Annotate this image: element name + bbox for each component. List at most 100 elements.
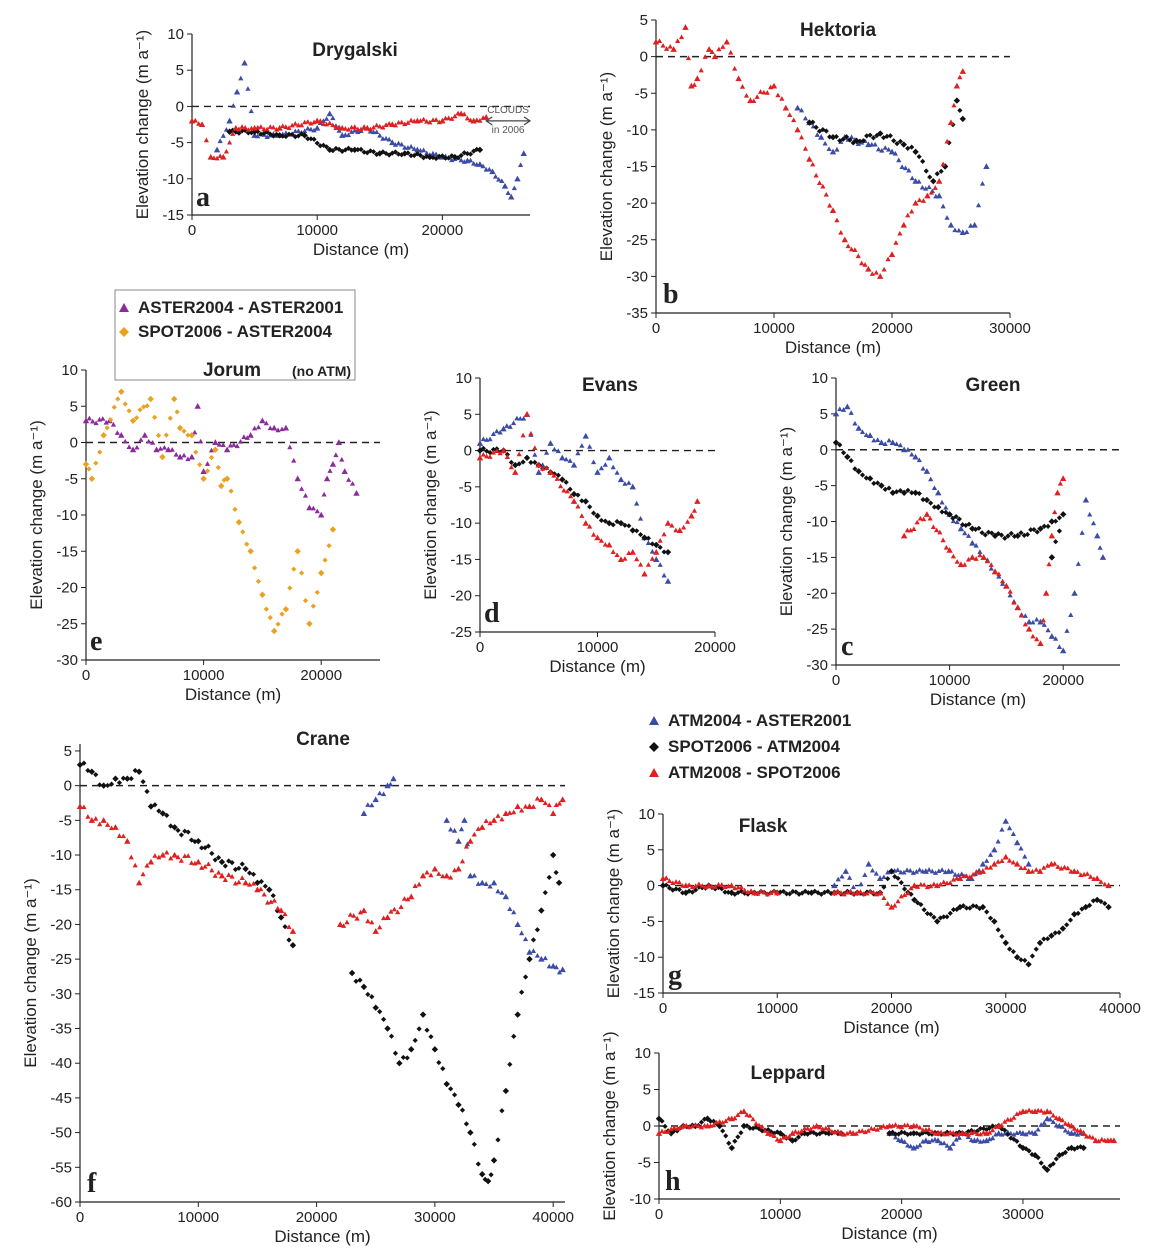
- data-point: [476, 440, 484, 446]
- data-point: [1097, 545, 1103, 550]
- data-point: [664, 46, 670, 51]
- data-point: [1035, 1155, 1041, 1161]
- y-tick-label: -25: [626, 232, 648, 249]
- data-point: [497, 450, 503, 456]
- data-point: [1008, 530, 1014, 536]
- data-point: [226, 117, 233, 124]
- data-point: [910, 1144, 917, 1151]
- data-point: [692, 1122, 698, 1127]
- data-point: [950, 553, 956, 559]
- data-point: [412, 883, 418, 888]
- data-point: [977, 549, 983, 554]
- data-point: [964, 229, 970, 235]
- data-point: [365, 918, 371, 924]
- data-point: [1010, 949, 1016, 955]
- data-point: [495, 813, 501, 818]
- data-point: [831, 889, 838, 896]
- data-point: [919, 184, 925, 190]
- x-tick-label: 0: [476, 639, 484, 656]
- data-point: [956, 227, 962, 233]
- data-point: [886, 1130, 893, 1137]
- data-point: [153, 446, 160, 453]
- data-point: [313, 124, 321, 131]
- data-point: [103, 419, 109, 425]
- data-point: [217, 153, 223, 159]
- data-point: [926, 1139, 932, 1144]
- data-point: [676, 886, 682, 893]
- data-point: [392, 122, 399, 128]
- data-point: [667, 1130, 675, 1137]
- data-point: [652, 38, 660, 45]
- data-point: [150, 440, 156, 445]
- data-point: [983, 1127, 990, 1133]
- data-point: [888, 868, 895, 875]
- data-point: [664, 519, 672, 526]
- data-point: [1056, 929, 1062, 936]
- data-point: [542, 890, 548, 896]
- data-point: [502, 810, 510, 816]
- data-point: [590, 459, 597, 465]
- data-point: [835, 1131, 841, 1137]
- data-point: [501, 182, 509, 189]
- y-tick-label: 0: [176, 98, 184, 115]
- data-point: [159, 453, 166, 461]
- data-point: [178, 832, 184, 838]
- data-point: [944, 1143, 950, 1148]
- data-point: [489, 168, 496, 175]
- data-point: [885, 256, 891, 262]
- data-point: [894, 141, 900, 147]
- data-point: [877, 273, 884, 279]
- data-point: [798, 1131, 805, 1137]
- data-point: [486, 166, 492, 172]
- data-point: [559, 966, 566, 973]
- panel-title: Evans: [582, 375, 638, 396]
- data-series: [655, 1107, 1118, 1144]
- data-point: [892, 1134, 899, 1140]
- data-point: [928, 883, 934, 889]
- y-tick-label: -10: [56, 507, 78, 524]
- data-point: [1082, 903, 1089, 911]
- data-point: [848, 458, 854, 464]
- data-point: [549, 810, 557, 816]
- data-point: [404, 1055, 410, 1061]
- y-tick-label: 0: [647, 878, 655, 895]
- data-point: [381, 1016, 387, 1022]
- data-point: [176, 453, 184, 460]
- data-series: [188, 110, 490, 161]
- data-point: [381, 791, 387, 797]
- data-point: [761, 889, 767, 895]
- y-tick-label: 5: [64, 743, 72, 760]
- data-point: [610, 522, 616, 528]
- data-point: [916, 490, 922, 497]
- data-point: [114, 430, 120, 435]
- data-point: [112, 775, 119, 782]
- y-tick-label: -60: [50, 1194, 72, 1211]
- data-point: [1033, 946, 1039, 952]
- data-point: [556, 969, 563, 975]
- data-point: [867, 132, 873, 138]
- data-point: [349, 480, 356, 486]
- data-point: [814, 132, 820, 137]
- data-point: [182, 828, 188, 834]
- data-point: [318, 511, 325, 518]
- data-point: [1010, 859, 1016, 865]
- data-point: [716, 1122, 723, 1130]
- data-point: [685, 55, 692, 61]
- data-point: [1002, 853, 1009, 860]
- data-point: [825, 1130, 833, 1137]
- data-point: [871, 480, 877, 486]
- data-point: [873, 870, 879, 876]
- data-point: [684, 519, 691, 524]
- data-point: [794, 126, 801, 133]
- data-point: [270, 627, 278, 635]
- y-tick-label: 10: [167, 26, 184, 43]
- data-point: [960, 903, 966, 909]
- data-point: [377, 790, 383, 796]
- data-point: [637, 515, 644, 521]
- data-point: [889, 489, 896, 496]
- data-point: [483, 881, 489, 886]
- data-point: [559, 796, 566, 803]
- data-point: [289, 928, 297, 934]
- y-tick-label: 0: [820, 442, 828, 459]
- panel-title: Jorum: [203, 360, 261, 381]
